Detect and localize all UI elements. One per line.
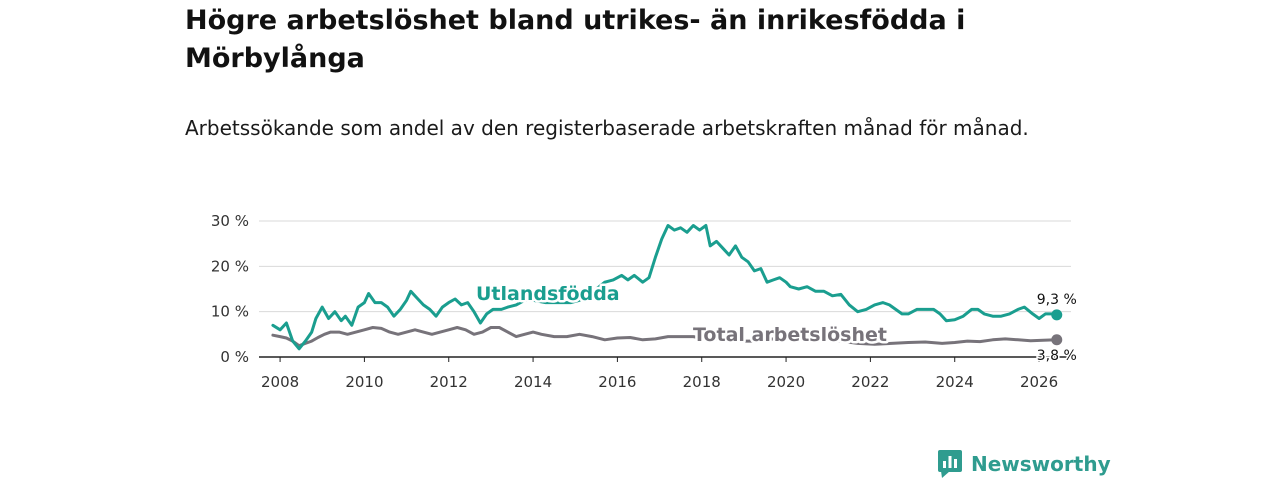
- newsworthy-logo-icon: [938, 450, 962, 478]
- x-tick-label: 2026: [1020, 373, 1058, 391]
- x-tick-label: 2022: [851, 373, 889, 391]
- y-tick-label: 10 %: [211, 303, 249, 321]
- brand-name: Newsworthy: [971, 452, 1111, 476]
- x-tick-label: 2018: [683, 373, 721, 391]
- series-label-utlandsfodda: Utlandsfödda: [476, 283, 620, 305]
- newsworthy-brand: Newsworthy: [938, 450, 1111, 478]
- y-tick-label: 20 %: [211, 257, 249, 275]
- series-line-total: [271, 326, 1059, 348]
- end-label-total: 3,8 %: [1037, 348, 1077, 364]
- chart-subtitle: Arbetssökande som andel av den registerb…: [185, 116, 1029, 140]
- y-tick-label: 30 %: [211, 212, 249, 230]
- x-tick-label: 2020: [767, 373, 805, 391]
- series-line-utlandsfodda: [271, 224, 1059, 351]
- x-tick-label: 2012: [430, 373, 468, 391]
- x-tick-label: 2016: [598, 373, 636, 391]
- x-tick-label: 2024: [936, 373, 974, 391]
- y-tick-label: 0 %: [220, 348, 249, 366]
- chart-title: Högre arbetslöshet bland utrikes- än inr…: [185, 5, 966, 74]
- x-tick-label: 2010: [345, 373, 383, 391]
- x-tick-label: 2014: [514, 373, 552, 391]
- series-label-total: Total arbetslöshet: [693, 324, 887, 346]
- end-point-utlandsfodda: [1051, 309, 1063, 321]
- end-label-utlandsfodda: 9,3 %: [1037, 292, 1077, 308]
- x-tick-label: 2008: [261, 373, 299, 391]
- end-point-total: [1051, 334, 1063, 346]
